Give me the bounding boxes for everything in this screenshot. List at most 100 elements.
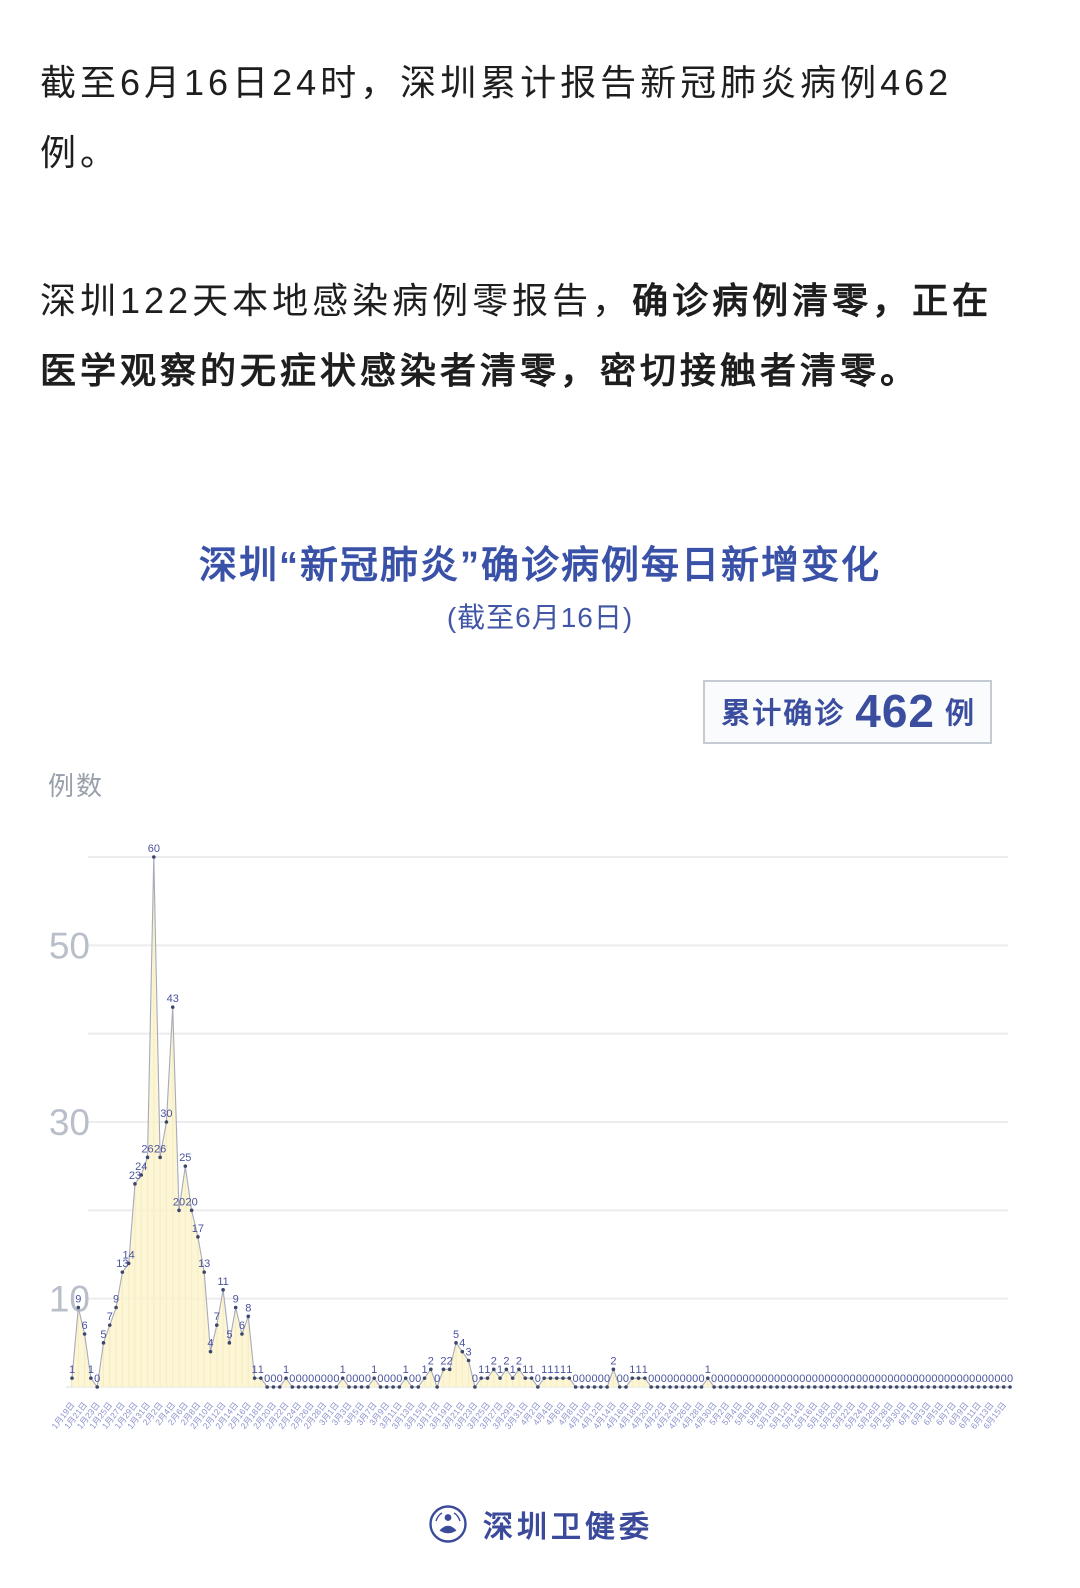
svg-text:0: 0 <box>730 1373 736 1385</box>
svg-text:0: 0 <box>755 1373 761 1385</box>
shenzhen-health-commission-logo-icon <box>429 1505 467 1543</box>
svg-text:0: 0 <box>573 1373 579 1385</box>
badge-value: 462 <box>855 685 935 737</box>
svg-text:4: 4 <box>207 1338 213 1350</box>
svg-text:0: 0 <box>913 1373 919 1385</box>
svg-text:0: 0 <box>831 1373 837 1385</box>
y-tick-labels: 10 30 50 <box>49 925 90 1319</box>
svg-text:0: 0 <box>654 1373 660 1385</box>
svg-text:0: 0 <box>692 1373 698 1385</box>
svg-text:0: 0 <box>333 1373 339 1385</box>
svg-text:1: 1 <box>547 1364 553 1376</box>
svg-text:13: 13 <box>198 1258 210 1270</box>
svg-text:23: 23 <box>129 1170 141 1182</box>
svg-text:0: 0 <box>346 1373 352 1385</box>
svg-text:11: 11 <box>217 1276 228 1288</box>
svg-text:0: 0 <box>352 1373 358 1385</box>
svg-text:0: 0 <box>724 1373 730 1385</box>
svg-text:1: 1 <box>497 1364 503 1376</box>
svg-text:1: 1 <box>484 1364 490 1376</box>
svg-text:0: 0 <box>787 1373 793 1385</box>
svg-text:0: 0 <box>591 1373 597 1385</box>
svg-text:14: 14 <box>123 1249 135 1261</box>
svg-text:0: 0 <box>868 1373 874 1385</box>
svg-text:25: 25 <box>179 1152 191 1164</box>
svg-text:0: 0 <box>698 1373 704 1385</box>
svg-text:0: 0 <box>824 1373 830 1385</box>
svg-text:4: 4 <box>459 1338 465 1350</box>
svg-text:0: 0 <box>812 1373 818 1385</box>
svg-text:0: 0 <box>434 1373 440 1385</box>
svg-text:0: 0 <box>843 1373 849 1385</box>
svg-text:24: 24 <box>135 1161 147 1173</box>
svg-text:0: 0 <box>957 1373 963 1385</box>
footer: 深圳卫健委 <box>0 1502 1080 1546</box>
svg-text:1: 1 <box>88 1364 94 1376</box>
svg-text:0: 0 <box>1007 1373 1013 1385</box>
svg-text:0: 0 <box>950 1373 956 1385</box>
svg-text:26: 26 <box>141 1143 153 1155</box>
svg-text:0: 0 <box>761 1373 767 1385</box>
svg-text:5: 5 <box>453 1329 459 1341</box>
svg-text:0: 0 <box>963 1373 969 1385</box>
svg-text:0: 0 <box>850 1373 856 1385</box>
svg-text:17: 17 <box>192 1223 204 1235</box>
data-point-dots <box>70 855 1012 1389</box>
svg-text:7: 7 <box>107 1311 113 1323</box>
cumulative-confirmed-badge: 累计确诊 462 例 <box>703 680 992 744</box>
svg-text:9: 9 <box>75 1294 81 1306</box>
svg-text:0: 0 <box>975 1373 981 1385</box>
svg-text:1: 1 <box>421 1364 427 1376</box>
svg-text:2: 2 <box>440 1355 446 1367</box>
svg-text:0: 0 <box>988 1373 994 1385</box>
svg-text:1: 1 <box>554 1364 560 1376</box>
svg-text:1: 1 <box>629 1364 635 1376</box>
svg-text:0: 0 <box>894 1373 900 1385</box>
svg-text:0: 0 <box>604 1373 610 1385</box>
y-axis-unit-label: 例数 <box>48 771 104 801</box>
zero-report-line-2: 医学观察的无症状感染者清零，密切接触者清零。 <box>40 336 1042 406</box>
svg-text:20: 20 <box>185 1196 197 1208</box>
chart-title: 深圳“新冠肺炎”确诊病例每日新增变化 <box>198 545 881 587</box>
svg-text:1: 1 <box>642 1364 648 1376</box>
svg-text:0: 0 <box>736 1373 742 1385</box>
svg-text:0: 0 <box>415 1373 421 1385</box>
svg-text:0: 0 <box>774 1373 780 1385</box>
svg-text:1: 1 <box>340 1364 346 1376</box>
svg-text:2: 2 <box>491 1355 497 1367</box>
svg-text:0: 0 <box>94 1373 100 1385</box>
svg-text:0: 0 <box>743 1373 749 1385</box>
svg-text:43: 43 <box>167 993 179 1005</box>
data-value-labels: 1961057913142324266026304320252017134711… <box>69 843 1013 1385</box>
svg-text:0: 0 <box>717 1373 723 1385</box>
svg-text:30: 30 <box>49 1102 90 1143</box>
svg-text:1: 1 <box>252 1364 258 1376</box>
svg-text:5: 5 <box>100 1329 106 1341</box>
zero-report-paragraph: 深圳122天本地感染病例零报告，确诊病例清零，正在 医学观察的无症状感染者清零，… <box>40 266 1042 406</box>
svg-text:0: 0 <box>780 1373 786 1385</box>
svg-text:0: 0 <box>535 1373 541 1385</box>
summary-line-2: 例。 <box>40 132 121 173</box>
svg-text:0: 0 <box>302 1373 308 1385</box>
svg-text:0: 0 <box>919 1373 925 1385</box>
svg-text:0: 0 <box>994 1373 1000 1385</box>
svg-text:0: 0 <box>396 1373 402 1385</box>
svg-text:30: 30 <box>160 1108 172 1120</box>
zero-report-bold-text: 确诊病例清零，正在 <box>632 280 993 321</box>
svg-text:2: 2 <box>428 1355 434 1367</box>
svg-text:0: 0 <box>938 1373 944 1385</box>
svg-text:6: 6 <box>239 1320 245 1332</box>
svg-text:0: 0 <box>881 1373 887 1385</box>
svg-text:1: 1 <box>541 1364 547 1376</box>
svg-text:0: 0 <box>837 1373 843 1385</box>
svg-text:0: 0 <box>875 1373 881 1385</box>
svg-text:2: 2 <box>610 1355 616 1367</box>
svg-text:0: 0 <box>680 1373 686 1385</box>
footer-source-label: 深圳卫健委 <box>483 1511 653 1544</box>
svg-text:0: 0 <box>289 1373 295 1385</box>
svg-text:1: 1 <box>69 1364 75 1376</box>
svg-text:0: 0 <box>296 1373 302 1385</box>
badge-suffix: 例 <box>944 698 974 730</box>
svg-text:0: 0 <box>887 1373 893 1385</box>
grid-lines <box>66 856 1012 1388</box>
